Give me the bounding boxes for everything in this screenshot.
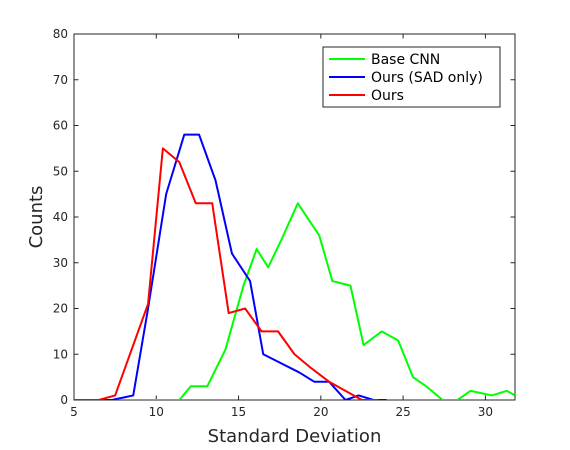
x-tick-label: 20 (313, 405, 328, 419)
y-tick-label: 20 (53, 302, 68, 316)
y-tick-label: 10 (53, 347, 68, 361)
y-tick-label: 70 (53, 73, 68, 87)
x-axis-label: Standard Deviation (208, 426, 382, 447)
series-line-ours-sad-only (74, 133, 387, 400)
y-tick-label: 30 (53, 256, 68, 270)
y-tick-label: 40 (53, 210, 68, 224)
series-line-base-cnn (74, 202, 515, 400)
x-tick-label: 10 (149, 405, 164, 419)
x-tick-label: 30 (478, 405, 493, 419)
y-tick-label: 50 (53, 164, 68, 178)
legend-entry-label: Ours (371, 88, 404, 104)
legend: Base CNN Ours (SAD only) Ours (322, 46, 501, 108)
y-tick-label: 0 (60, 393, 68, 407)
y-axis-label: Counts (26, 186, 47, 249)
x-tick-label: 15 (231, 405, 246, 419)
x-tick-label: 5 (70, 405, 78, 419)
series-lines (74, 133, 515, 400)
x-tick-label: 25 (395, 405, 410, 419)
y-tick-label: 80 (53, 27, 68, 41)
legend-entry-label: Ours (SAD only) (371, 70, 483, 86)
y-tick-label: 60 (53, 119, 68, 133)
series-line-ours (74, 147, 379, 400)
legend-entry-label: Base CNN (371, 52, 440, 68)
